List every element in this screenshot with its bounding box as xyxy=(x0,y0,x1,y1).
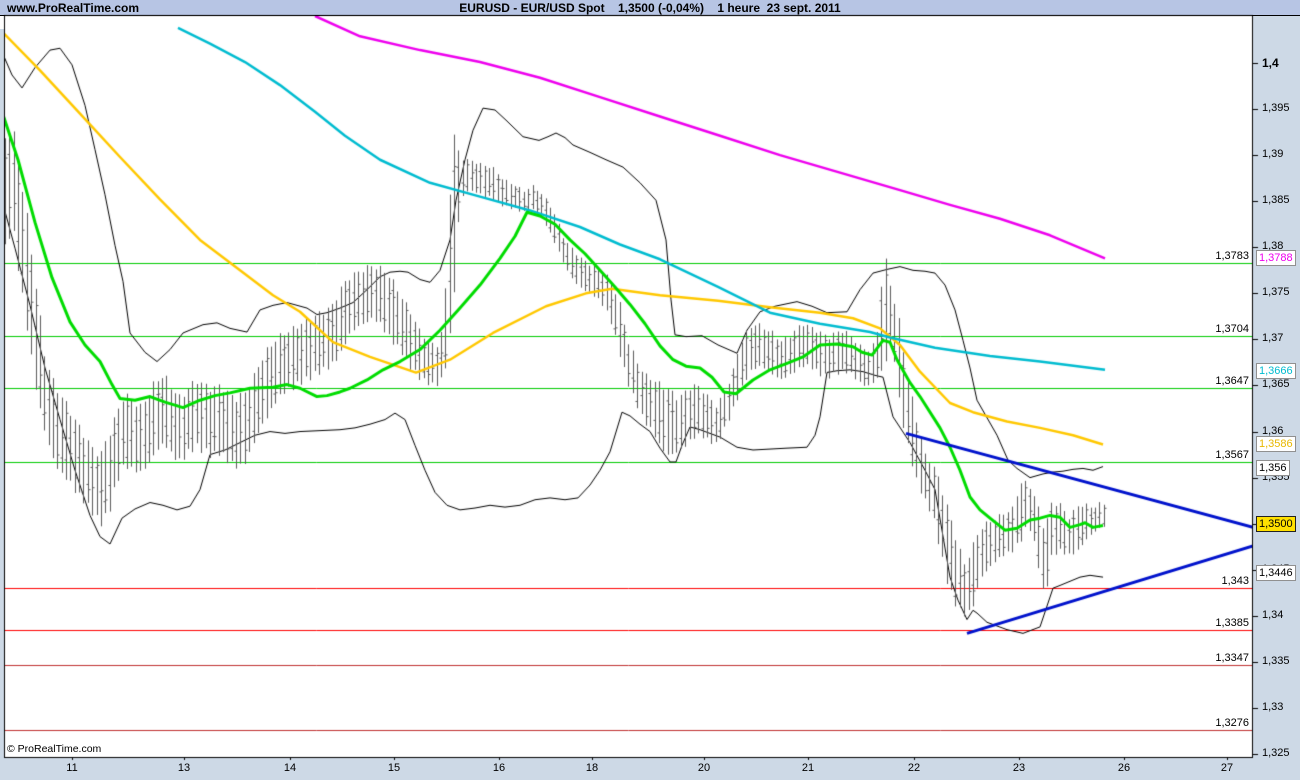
price-chart-canvas[interactable] xyxy=(0,0,1300,780)
prorealtime-chart-window: EURUSD - EUR/USD Spot 1,3500 (-0,04%) 1 … xyxy=(0,0,1300,780)
